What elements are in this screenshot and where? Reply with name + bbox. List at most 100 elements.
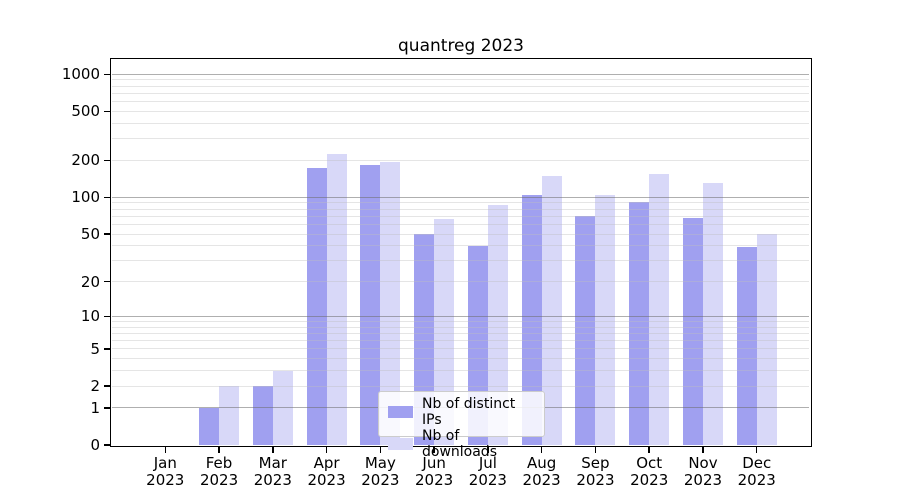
x-tick-mark <box>325 446 328 454</box>
x-tick-mark <box>433 446 435 454</box>
bar-distinct-ips <box>521 194 542 445</box>
y-tick-label: 5 <box>90 339 100 358</box>
y-tick-mark <box>103 73 111 76</box>
y-tick-mark <box>103 110 111 113</box>
y-tick-mark <box>103 280 111 283</box>
y-tick-label: 500 <box>71 102 100 121</box>
gridline-minor <box>112 245 809 247</box>
legend-label-distinct-ips: Nb of distinct IPs <box>422 396 516 428</box>
bar-distinct-ips <box>360 165 381 445</box>
bar-downloads <box>380 162 401 445</box>
bar-distinct-ips <box>575 216 596 445</box>
y-tick-label: 1000 <box>61 65 100 84</box>
x-tick-label: Oct 2023 <box>630 454 669 489</box>
gridline-minor <box>112 348 809 350</box>
y-tick-mark <box>103 444 111 446</box>
bar-distinct-ips <box>629 202 650 445</box>
chart-title: quantreg 2023 <box>398 36 524 56</box>
x-tick-mark <box>702 446 704 454</box>
x-tick-label: Feb 2023 <box>199 454 239 489</box>
gridline-minor <box>112 281 809 283</box>
bar-downloads <box>541 175 562 445</box>
gridline-minor <box>112 110 809 112</box>
x-tick-mark <box>272 446 274 454</box>
x-tick-label: Apr 2023 <box>307 454 346 489</box>
gridline-major <box>112 73 809 75</box>
gridline-minor <box>112 326 809 328</box>
legend-label-downloads: Nb of downloads <box>422 428 497 460</box>
bar-distinct-ips <box>252 386 273 445</box>
x-tick-label: Jan 2023 <box>146 454 185 489</box>
bar-distinct-ips <box>199 407 220 445</box>
x-tick-mark <box>755 446 758 454</box>
bar-downloads <box>219 386 240 445</box>
x-tick-mark <box>218 446 220 454</box>
x-tick-label: Sep 2023 <box>576 454 615 489</box>
gridline-minor <box>112 215 809 217</box>
x-tick-label: Nov 2023 <box>683 454 723 489</box>
gridline-minor <box>112 358 809 360</box>
y-tick-label: 10 <box>80 307 100 326</box>
x-tick-mark <box>648 446 650 454</box>
gridline-minor <box>112 260 809 262</box>
legend: Nb of distinct IPs Nb of downloads <box>378 391 545 460</box>
y-tick-mark <box>103 407 111 409</box>
gridline-minor <box>112 385 809 387</box>
gridline-minor <box>112 159 809 161</box>
x-tick-label: Mar 2023 <box>253 454 292 489</box>
y-tick-mark <box>103 315 111 318</box>
plot-border <box>110 57 813 447</box>
legend-item-distinct-ips: Nb of distinct IPs <box>388 396 535 428</box>
bar-distinct-ips <box>736 247 757 445</box>
legend-swatch-downloads <box>388 438 413 450</box>
gridline-minor <box>112 208 809 210</box>
bar-distinct-ips <box>306 168 327 445</box>
x-tick-mark <box>164 446 167 454</box>
x-tick-label: Jun 2023 <box>415 454 454 489</box>
y-tick-mark <box>103 233 111 235</box>
y-tick-label: 1 <box>90 398 100 417</box>
gridline-minor <box>112 320 809 322</box>
bar-downloads <box>649 174 670 445</box>
bar-downloads <box>756 234 777 445</box>
y-tick-mark <box>103 196 111 199</box>
gridline-minor <box>112 85 809 87</box>
gridline-minor <box>112 223 809 225</box>
gridline-minor <box>112 101 809 103</box>
x-tick-label: Dec 2023 <box>737 454 776 489</box>
y-tick-mark <box>103 385 111 387</box>
gridline-minor <box>112 233 809 235</box>
x-tick-mark <box>540 446 543 454</box>
gridline-minor <box>112 370 809 372</box>
gridline-major <box>112 315 809 318</box>
bar-downloads <box>702 182 723 445</box>
bar-downloads <box>434 218 455 445</box>
bar-downloads <box>595 194 616 445</box>
x-tick-mark <box>594 446 597 454</box>
legend-swatch-distinct-ips <box>388 406 413 418</box>
y-tick-label: 200 <box>71 151 100 170</box>
y-tick-mark <box>103 159 111 162</box>
x-tick-label: Aug 2023 <box>522 454 561 489</box>
gridline-minor <box>112 138 809 140</box>
gridline-minor <box>112 332 809 334</box>
gridline-minor <box>112 122 809 124</box>
x-tick-label: May 2023 <box>361 454 400 489</box>
gridline-minor <box>112 202 809 204</box>
gridline-minor <box>112 92 809 94</box>
gridline-minor <box>112 79 809 81</box>
x-tick-mark <box>379 446 382 454</box>
y-tick-label: 0 <box>90 436 100 454</box>
gridline-minor <box>112 340 809 342</box>
bar-downloads <box>326 154 347 445</box>
y-tick-label: 2 <box>90 377 100 396</box>
y-tick-label: 20 <box>80 272 100 291</box>
x-tick-mark <box>487 446 489 454</box>
bar-downloads <box>487 205 508 445</box>
y-tick-label: 50 <box>80 225 100 244</box>
bar-distinct-ips <box>682 217 703 445</box>
x-tick-label: Jul 2023 <box>468 454 507 489</box>
y-tick-mark <box>103 348 111 350</box>
y-tick-label: 100 <box>71 188 100 207</box>
